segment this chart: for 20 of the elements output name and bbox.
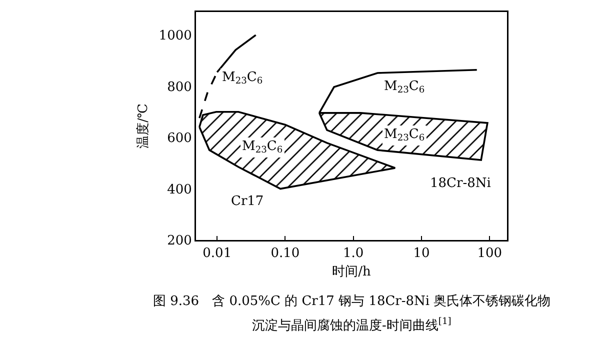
y-tick-label: 600 [167,131,192,146]
y-axis-title: 温度/℃ [135,104,152,148]
annotation: Cr17 [231,194,264,209]
x-tick-label: 0.01 [202,246,232,262]
annotation: M$_{23}$C$_{6}$ [242,139,283,156]
x-tick-label: 100 [477,246,502,262]
y-tick-label: 800 [167,80,192,95]
x-tick-label: 0.10 [270,246,300,262]
y-tick-label: 200 [167,234,192,249]
x-axis-title: 时间/h [332,264,372,280]
y-tick-label: 1000 [158,28,192,44]
text: 沉淀与晶间腐蚀的温度-时间曲线$^{[1]}$ [252,317,452,334]
x-tick-label: 1.0 [343,246,364,262]
annotation: M$_{23}$C$_{6}$ [384,127,425,144]
annotation: 18Cr-8Ni [430,176,491,191]
y-tick-label: 400 [167,182,192,198]
annotation: M$_{23}$C$_{6}$ [222,70,263,87]
x-tick-label: 10 [413,246,430,262]
annotation: M$_{23}$C$_{6}$ [384,79,425,96]
caption: 图 9.36 含 0.05%C 的 Cr17 钢与 18Cr-8Ni 奥氏体不锈钢碳化物 [153,294,551,309]
